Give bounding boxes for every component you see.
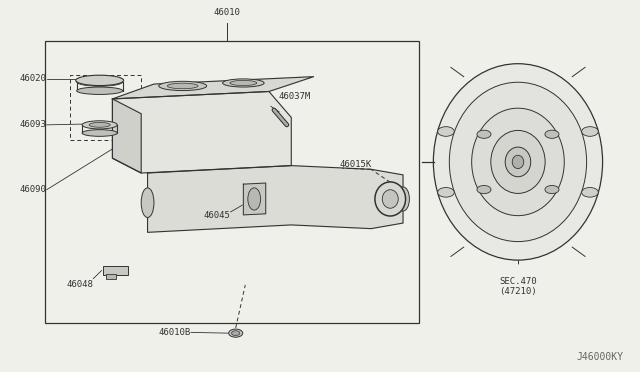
Text: 46015K: 46015K [339, 160, 371, 169]
Text: 46010: 46010 [214, 9, 241, 17]
Bar [45, 41, 419, 323]
Circle shape [582, 127, 598, 136]
Ellipse shape [82, 121, 117, 129]
Ellipse shape [491, 131, 545, 193]
Ellipse shape [77, 87, 123, 94]
Polygon shape [243, 183, 266, 215]
Circle shape [438, 187, 454, 197]
Text: J46000KY: J46000KY [577, 352, 623, 362]
Ellipse shape [89, 122, 110, 127]
Bar [103, 266, 129, 275]
Polygon shape [148, 166, 403, 232]
Ellipse shape [505, 147, 531, 177]
Ellipse shape [82, 130, 117, 137]
Bar [70, 75, 141, 140]
Circle shape [438, 127, 454, 136]
Text: 46045: 46045 [204, 211, 230, 220]
Polygon shape [113, 77, 314, 99]
Ellipse shape [472, 108, 564, 216]
Circle shape [582, 187, 598, 197]
Polygon shape [113, 92, 291, 173]
Text: 46093: 46093 [20, 121, 47, 129]
Text: SEC.470
(47210): SEC.470 (47210) [499, 277, 537, 296]
Text: 46037M: 46037M [278, 92, 311, 101]
Ellipse shape [382, 190, 398, 208]
Ellipse shape [141, 188, 154, 218]
Bar [106, 274, 116, 279]
Text: 46048: 46048 [67, 280, 93, 289]
Text: 46010B: 46010B [159, 328, 191, 337]
Ellipse shape [77, 77, 123, 86]
Circle shape [545, 186, 559, 193]
Ellipse shape [159, 81, 207, 90]
Text: 46020: 46020 [20, 74, 47, 83]
Ellipse shape [397, 187, 410, 211]
Ellipse shape [375, 182, 406, 216]
Ellipse shape [223, 79, 264, 87]
Ellipse shape [230, 80, 257, 86]
Circle shape [477, 130, 491, 138]
Circle shape [477, 186, 491, 193]
Ellipse shape [168, 83, 198, 89]
Circle shape [545, 130, 559, 138]
Text: 46090: 46090 [20, 185, 47, 194]
Polygon shape [113, 99, 141, 173]
Ellipse shape [228, 329, 243, 337]
Ellipse shape [248, 188, 260, 210]
Ellipse shape [449, 82, 587, 241]
Ellipse shape [433, 64, 603, 260]
Ellipse shape [76, 75, 124, 86]
Ellipse shape [232, 331, 240, 336]
Ellipse shape [512, 155, 524, 169]
